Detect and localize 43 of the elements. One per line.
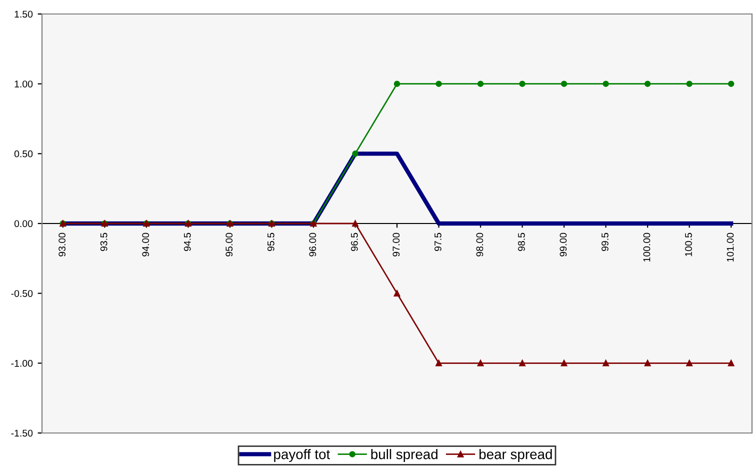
point [686,80,692,87]
point [644,360,651,366]
y-tick-label: -1.50 [11,430,33,437]
x-tick-label: 95.00 [226,232,233,256]
point [436,80,442,87]
x-tick-label: 99.5 [602,232,608,251]
x-tick-label: 100.00 [643,232,650,262]
point [728,80,734,87]
x-tick-label: 94.5 [184,232,191,251]
point [394,80,400,87]
point [644,80,651,87]
legend-label: bull spread [371,449,438,462]
y-tick-label: 1.50 [14,10,33,18]
x-tick-label: 95.5 [267,232,274,251]
legend-label: bear spread [480,449,552,462]
point [352,150,358,157]
x-tick-label: 93.00 [58,232,66,256]
point [560,80,568,87]
x-tick-label: 98.5 [518,232,525,251]
x-tick-label: 97.00 [392,232,400,256]
y-tick-label: -0.50 [11,290,33,297]
y-tick-label: -1.00 [11,360,33,367]
point [352,220,358,227]
y-tick-label: 0.50 [14,150,33,158]
point [560,360,568,366]
point [394,290,400,296]
point [477,360,484,366]
y-tick-label: 0.00 [14,220,33,228]
x-tick-label: 98.00 [476,232,484,256]
x-tick-label: 97.5 [434,232,442,251]
legend-label: payoff tot [274,449,330,462]
x-tick-label: 96.00 [309,232,316,256]
y-tick-label: 1.00 [14,80,33,88]
point [519,80,526,87]
x-tick-label: 94.00 [142,232,150,256]
point [477,80,484,87]
x-tick-label: 100.5 [685,232,692,256]
point [728,360,734,366]
x-tick-label: 96.5 [350,232,358,251]
point [602,80,609,87]
x-tick-label: 93.5 [100,232,108,251]
x-tick-label: 99.00 [560,232,567,256]
x-tick-label: 101.00 [726,232,734,262]
